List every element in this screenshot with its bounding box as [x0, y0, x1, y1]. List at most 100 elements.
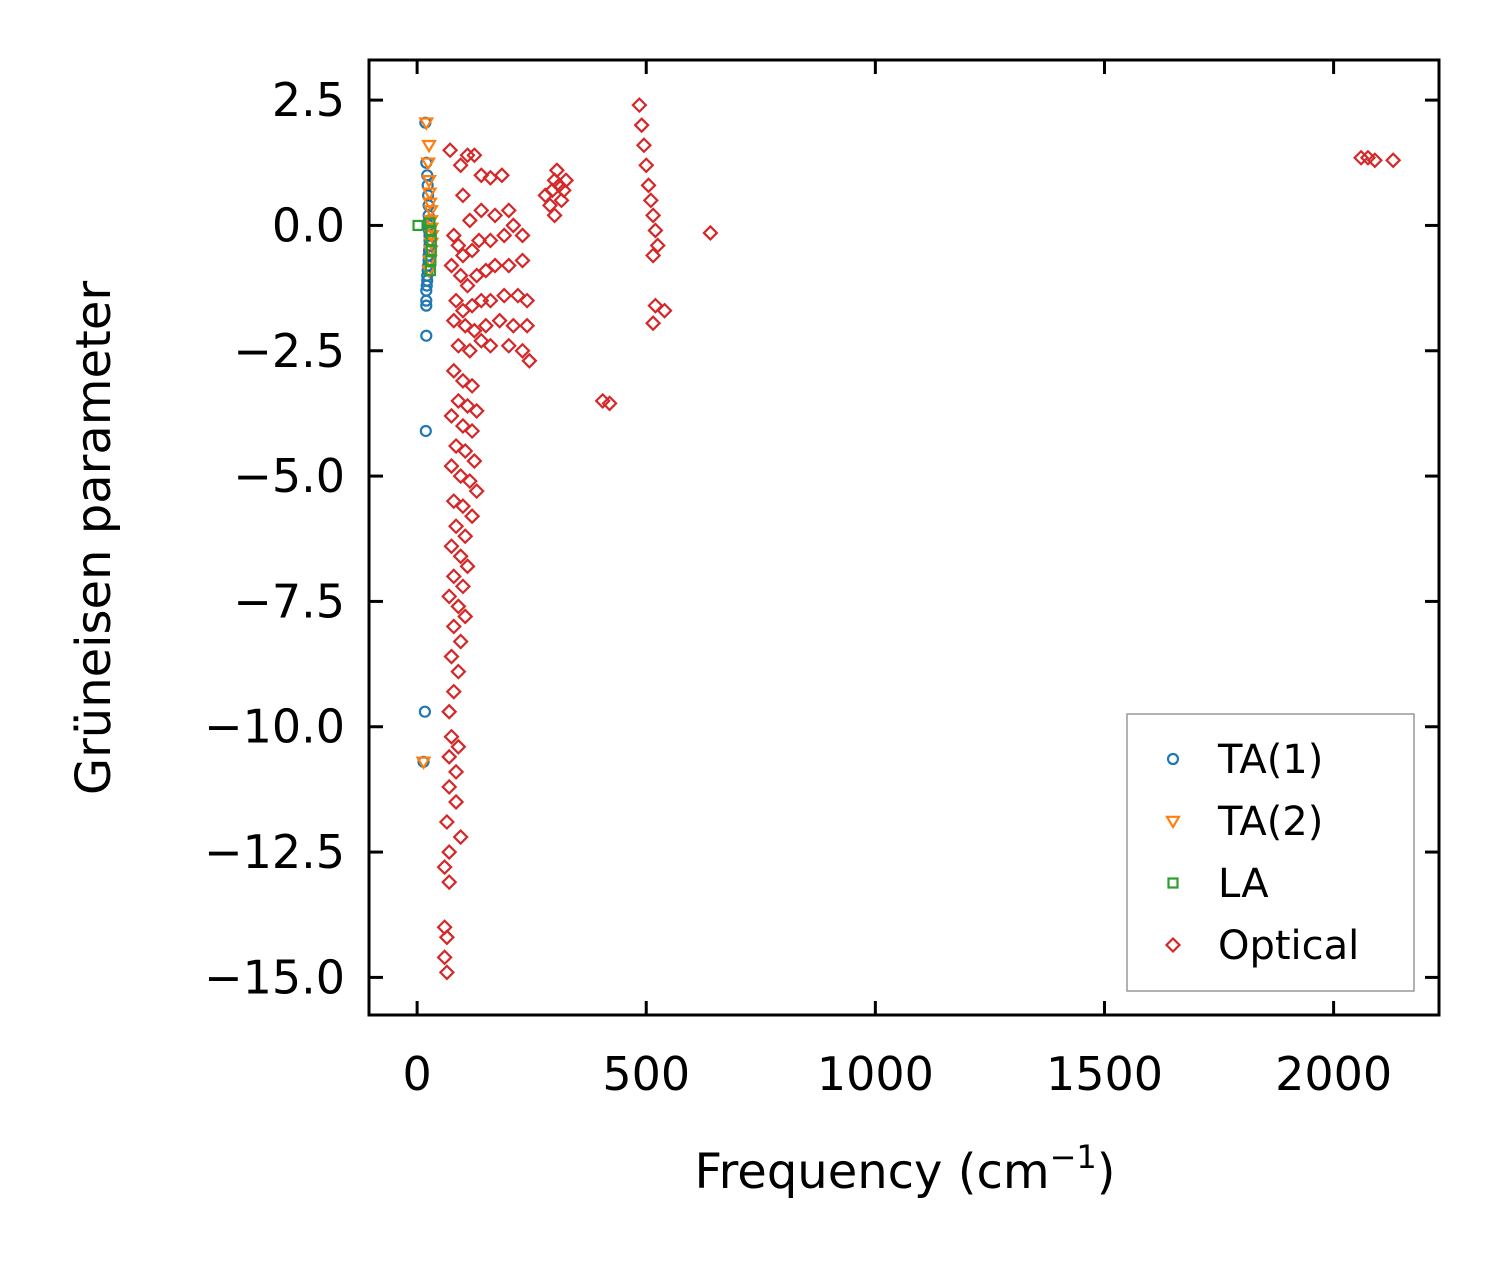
data-point — [473, 332, 490, 349]
data-point — [496, 227, 513, 244]
data-point — [537, 187, 554, 204]
data-point — [656, 302, 673, 319]
y-tick-label: 0.0 — [272, 198, 345, 252]
data-point — [443, 458, 460, 475]
data-point — [454, 417, 471, 435]
x-tick-label: 1500 — [1046, 1047, 1163, 1101]
data-point — [482, 292, 499, 309]
data-point — [638, 157, 655, 174]
data-point — [514, 252, 531, 269]
data-point — [468, 483, 485, 500]
data-point — [601, 395, 618, 412]
x-tick-label: 2000 — [1275, 1047, 1392, 1101]
x-tick-label: 0 — [402, 1047, 431, 1101]
data-point — [457, 528, 474, 545]
data-point — [493, 167, 510, 184]
data-point — [441, 748, 458, 765]
data-point — [459, 277, 476, 294]
data-point — [443, 648, 460, 665]
data-point — [509, 287, 526, 304]
y-tick-label: −12.5 — [204, 825, 345, 879]
data-point — [441, 778, 458, 795]
series-la — [412, 217, 437, 277]
data-point — [438, 813, 455, 831]
data-point — [457, 317, 474, 334]
legend: TA(1) TA(2) LA Optical — [1126, 713, 1415, 992]
data-point — [548, 162, 565, 179]
data-point — [443, 407, 460, 424]
data-point — [422, 205, 439, 219]
data-point — [466, 452, 483, 470]
data-point — [631, 97, 648, 114]
data-point — [452, 468, 469, 485]
data-point — [464, 508, 481, 525]
data-point — [486, 257, 504, 274]
data-point — [461, 212, 478, 229]
data-point — [450, 392, 467, 409]
data-point — [470, 232, 488, 249]
data-point — [441, 703, 458, 720]
data-point — [454, 578, 471, 595]
data-point — [445, 683, 462, 700]
data-point — [1366, 152, 1383, 169]
data-point — [452, 633, 469, 650]
y-tick-label: −2.5 — [233, 324, 345, 378]
legend-marker-ta-1- — [1166, 752, 1180, 766]
data-point — [445, 568, 462, 585]
data-point — [464, 242, 481, 259]
data-point — [441, 874, 458, 891]
legend-items: TA(1) TA(2) LA Optical — [1164, 737, 1359, 969]
plot-frame — [367, 58, 1441, 1017]
data-point — [448, 437, 465, 455]
data-point — [459, 147, 476, 164]
data-point — [521, 352, 538, 369]
y-tick-label: 2.5 — [272, 73, 345, 127]
data-point — [459, 558, 476, 575]
data-point — [633, 117, 650, 134]
data-point — [445, 227, 462, 244]
data-point — [443, 538, 460, 555]
data-point — [441, 588, 458, 605]
data-point — [448, 793, 465, 810]
data-point — [702, 224, 719, 242]
data-point — [496, 287, 513, 304]
data-point — [645, 247, 662, 264]
data-point — [1385, 152, 1402, 169]
data-point — [422, 197, 438, 212]
data-point — [445, 493, 462, 510]
data-point — [642, 192, 659, 209]
data-point — [450, 237, 467, 254]
data-point — [464, 377, 481, 394]
x-axis-label: Frequency (cm−1) — [694, 1138, 1115, 1200]
data-point — [443, 728, 460, 745]
data-point — [461, 342, 478, 359]
y-axis-label: Grüneisen parameter — [66, 281, 122, 796]
data-point — [491, 312, 508, 329]
data-point — [452, 548, 469, 565]
data-point — [436, 949, 453, 966]
data-point — [412, 219, 424, 232]
legend-label: TA(2) — [1217, 799, 1323, 845]
data-point — [473, 167, 490, 184]
data-point — [482, 337, 499, 354]
data-point — [553, 192, 570, 209]
data-point — [468, 402, 485, 419]
legend-box — [1126, 713, 1415, 992]
data-point — [450, 663, 467, 680]
data-point — [457, 442, 474, 460]
data-point — [461, 473, 478, 490]
data-point — [500, 202, 517, 219]
data-point — [454, 187, 471, 204]
data-point — [448, 292, 465, 309]
data-point — [466, 147, 483, 164]
data-point — [514, 227, 531, 244]
series-optical — [436, 97, 1402, 981]
data-point — [418, 117, 435, 131]
data-point — [454, 498, 471, 515]
data-point — [420, 279, 433, 292]
data-point — [424, 217, 436, 229]
data-point — [421, 175, 437, 189]
